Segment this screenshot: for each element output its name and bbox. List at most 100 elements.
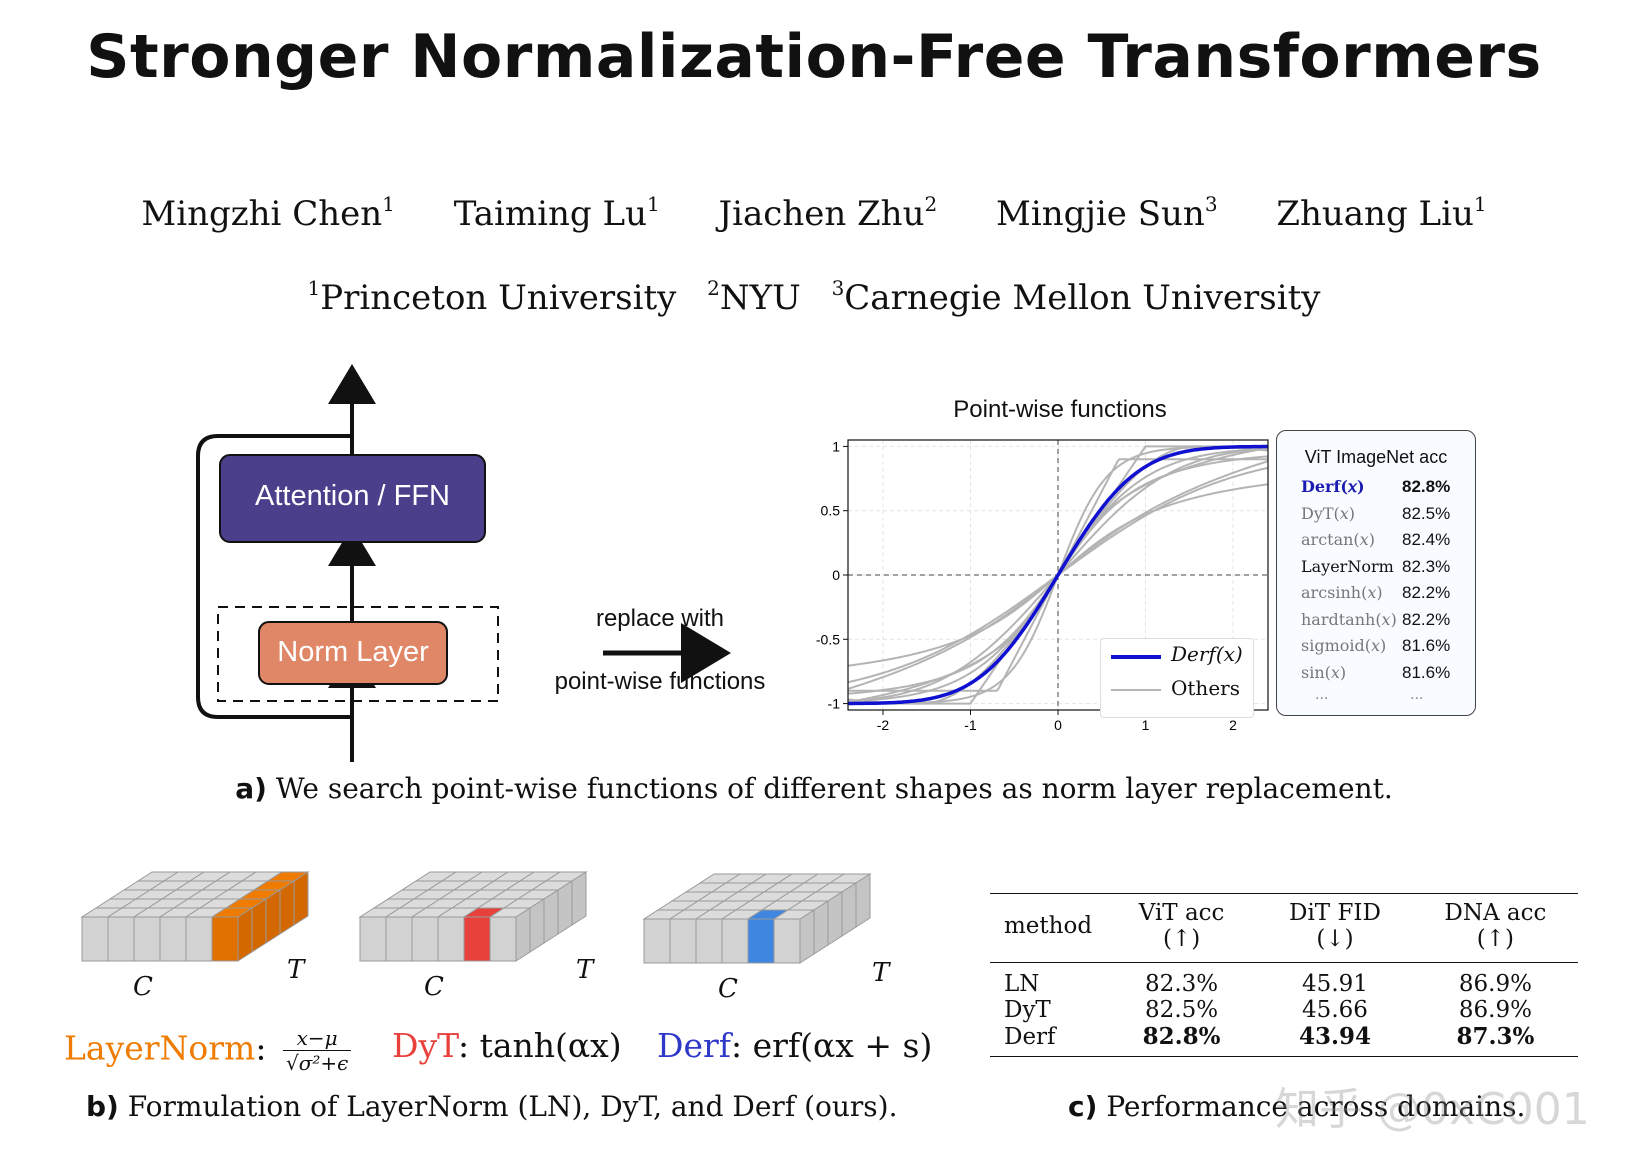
plot-area [848, 444, 1268, 706]
table-header: DNA acc (↑) [1444, 900, 1547, 952]
x-tick-label: 2 [1229, 717, 1237, 733]
tensor-front-face [695, 918, 723, 964]
attention-block [219, 454, 486, 543]
residual-connection [196, 434, 352, 719]
layernorm-fraction: x−μ √σ²+ϵ [282, 1026, 352, 1075]
author-list: Mingzhi Chen1 Taiming Lu1 Jiachen Zhu2 M… [0, 192, 1628, 234]
vit-row-acc: 82.2% [1402, 609, 1451, 629]
caption-c: c) Performance across domains. [1068, 1090, 1526, 1123]
author: Jiachen Zhu2 [718, 192, 938, 234]
vit-row-acc: 81.6% [1402, 662, 1451, 682]
vit-row-acc: 82.4% [1402, 530, 1451, 549]
vit-table-row: arcsinh(𝑥) 82.2% [1301, 583, 1466, 607]
tensor-front-face [463, 916, 491, 962]
x-tick-label: 0 [1054, 717, 1062, 733]
tensor-front-face [185, 916, 213, 962]
legend-swatch-others [1111, 689, 1161, 691]
author: Mingzhi Chen1 [141, 192, 395, 234]
caption-a: a) We search point-wise functions of dif… [235, 772, 1393, 805]
table-ellipsis: ... [1410, 687, 1424, 703]
table-ellipsis: ... [1315, 687, 1329, 703]
tensor-side-face [841, 882, 857, 937]
vit-row-name: DyT(𝑥) [1301, 503, 1356, 523]
tensor-front-face [747, 918, 775, 964]
formula-dyt: DyT: tanh(αx) [392, 1026, 622, 1065]
formula-derf: Derf: erf(αx + s) [657, 1026, 933, 1065]
legend-label-others: Others [1171, 676, 1240, 700]
y-tick-label: 1 [832, 438, 840, 454]
tensor-front-face [107, 916, 135, 962]
legend-swatch-derf [1111, 655, 1161, 659]
axis-label-t: T [872, 958, 890, 988]
axis-label-c: C [133, 972, 153, 1002]
vit-row-acc: 81.6% [1402, 636, 1451, 655]
legend-label-derf: Derf(x) [1171, 642, 1243, 666]
caption-b: b) Formulation of LayerNorm (LN), DyT, a… [86, 1090, 898, 1123]
table-header: ViT acc (↑) [1138, 900, 1225, 952]
tensor-front-face [411, 916, 439, 962]
tensor-side-face [827, 891, 843, 946]
x-tick-label: 1 [1142, 717, 1150, 733]
table-row: DyT 82.5% 45.66 86.9% [1004, 997, 1532, 1023]
tensor-front-face [721, 918, 749, 964]
vit-row-name: LayerNorm [1301, 556, 1394, 576]
tensor-front-face [489, 916, 517, 962]
y-tick-label: 0.5 [821, 503, 841, 519]
tensor-side-face [293, 871, 309, 926]
x-tick-label: -1 [964, 717, 977, 733]
pointwise-label: point-wise functions [554, 668, 766, 695]
y-tick-label: 0 [832, 567, 840, 583]
table-row: LN 82.3% 45.91 86.9% [1004, 971, 1532, 997]
tensor-front-face [643, 918, 671, 964]
tensor-front-face [773, 918, 801, 964]
performance-table: method ViT acc (↑) DiT FID (↓) DNA acc (… [990, 893, 1578, 1057]
vit-table-row: sin(𝑥) 81.6% [1301, 663, 1466, 687]
vit-table-row: DyT(𝑥) 82.5% [1301, 504, 1466, 528]
vit-row-acc: 82.2% [1402, 583, 1451, 602]
tensor-side-face [813, 900, 829, 955]
author: Taiming Lu1 [453, 192, 660, 234]
norm-layer-label: Norm Layer [277, 636, 429, 668]
axis-label-c: C [718, 974, 738, 1004]
vit-row-name: arctan(𝑥) [1301, 530, 1375, 549]
affiliation: 1Princeton University [307, 276, 677, 318]
vit-accuracy-table: ViT ImageNet acc Derf(𝑥) 82.8% DyT(𝑥) 82.5%… [1276, 430, 1476, 716]
vit-row-name: sin(𝑥) [1301, 662, 1347, 682]
vit-row-name: Derf(𝑥) [1301, 477, 1365, 496]
paper-title: Stronger Normalization-Free Transformers [86, 22, 1542, 92]
tensor-front-face [159, 916, 187, 962]
formula-layernorm: LayerNorm: x−μ √σ²+ϵ [64, 1026, 352, 1075]
y-tick-label: -0.5 [816, 631, 840, 647]
derf-function-line [848, 444, 1268, 706]
y-tick-label: -1 [828, 696, 841, 712]
tensor-side-face [543, 889, 559, 944]
tensor-side-face [251, 898, 267, 953]
vit-row-name: sigmoid(𝑥) [1301, 636, 1387, 655]
vit-table-row: arctan(𝑥) 82.4% [1301, 530, 1466, 554]
watermark: 知乎 @0xC001 [1275, 1084, 1590, 1135]
x-tick-label: -2 [877, 717, 890, 733]
author: Zhuang Liu1 [1276, 192, 1487, 234]
tensor-front-face [211, 916, 239, 962]
replace-label: replace with [595, 605, 725, 632]
vit-row-acc: 82.3% [1402, 556, 1451, 576]
pointwise-functions-chart: -2 -1 0 1 2 1 0.5 0 -0.5 -1 [816, 438, 1269, 733]
chart-title: Point-wise functions [953, 396, 1167, 423]
table-header: method [1004, 913, 1093, 939]
table-row: Derf 82.8% 43.94 87.3% [1004, 1023, 1535, 1050]
axis-label-c: C [424, 972, 444, 1002]
vit-table-row: hardtanh(𝑥) 82.2% [1301, 610, 1466, 634]
vit-table-row: Derf(𝑥) 82.8% [1301, 477, 1466, 501]
affiliation: 3Carnegie Mellon University [831, 276, 1321, 318]
chart-legend: Derf(x) Others [1100, 638, 1254, 718]
tensor-side-face [799, 909, 815, 964]
tensor-side-face [557, 880, 573, 935]
tensor-front-face [133, 916, 161, 962]
tensor-side-face [515, 907, 531, 962]
tensor-front-face [81, 916, 109, 962]
tensor-side-face [529, 898, 545, 953]
vit-row-acc: 82.5% [1402, 503, 1451, 523]
tensor-side-face [279, 880, 295, 935]
tensor-side-face [855, 873, 871, 928]
